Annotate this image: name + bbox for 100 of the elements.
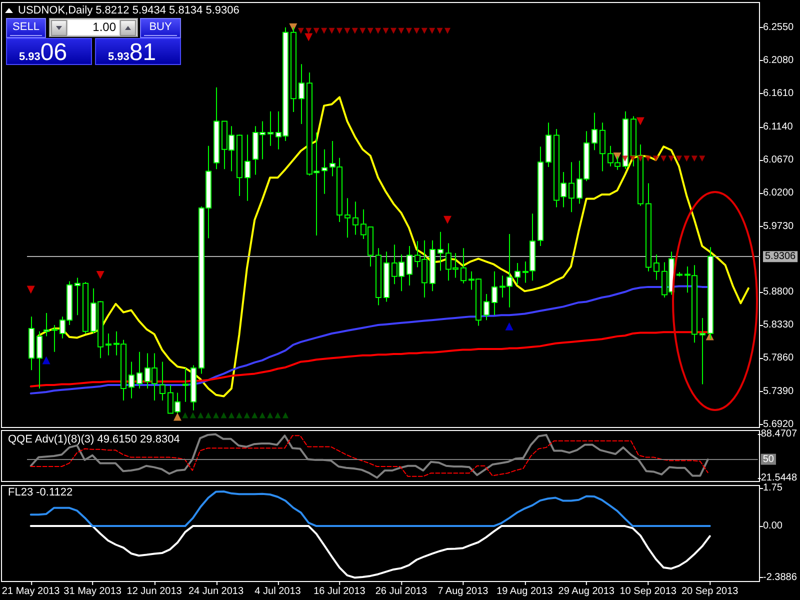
sell-price-button[interactable]: 5.9306 xyxy=(6,38,92,65)
y-tick-label: 0.00 xyxy=(763,520,783,532)
candlestick xyxy=(522,261,528,284)
point xyxy=(636,117,644,126)
point xyxy=(236,412,242,418)
candlestick xyxy=(268,110,274,146)
point xyxy=(26,286,35,294)
point xyxy=(336,28,342,34)
y-tick-label: 6.0200 xyxy=(763,188,794,199)
point xyxy=(676,156,682,162)
point xyxy=(205,412,212,418)
point xyxy=(421,28,428,34)
y-tick-label: 5.8330 xyxy=(763,320,794,331)
point xyxy=(382,28,389,34)
y-tick-label: 6.1140 xyxy=(763,121,794,132)
point xyxy=(360,28,366,34)
sell-button[interactable]: SELL xyxy=(6,18,46,38)
point xyxy=(190,412,196,418)
chart-title: FL23 -0.1122 xyxy=(8,486,73,498)
annotation: BUY xyxy=(149,21,172,33)
y-tick-label: 6.2080 xyxy=(763,55,794,66)
point xyxy=(228,412,234,418)
y-tick-label: 5.6920 xyxy=(763,418,794,430)
candlestick xyxy=(182,368,188,402)
point xyxy=(414,28,420,34)
buy-button[interactable]: BUY xyxy=(140,18,181,38)
x-tick-label: 20 Sep 2013 xyxy=(681,586,738,598)
point xyxy=(306,28,312,34)
point xyxy=(259,412,266,418)
point xyxy=(313,28,320,34)
candlestick xyxy=(344,198,350,238)
increase-button[interactable] xyxy=(120,20,136,36)
candlestick xyxy=(654,254,660,280)
point xyxy=(173,412,182,421)
candlestick xyxy=(74,277,80,316)
point xyxy=(645,156,652,162)
candlestick xyxy=(106,332,112,356)
point xyxy=(660,156,667,162)
point xyxy=(622,156,628,162)
ref-line-label: 50 xyxy=(762,454,774,465)
candlestick xyxy=(460,248,466,284)
point xyxy=(344,28,350,34)
candlestick xyxy=(160,361,166,401)
x-tick-label: 16 Jul 2013 xyxy=(314,586,366,598)
chart-title: USDNOK,Daily 5.8212 5.9434 5.8134 5.9306 xyxy=(18,4,240,16)
point xyxy=(684,156,690,162)
point xyxy=(321,28,328,34)
x-tick-label: 12 Jun 2013 xyxy=(126,586,182,598)
point xyxy=(328,28,335,34)
annotation: SELL xyxy=(12,21,40,33)
decrease-button[interactable] xyxy=(51,20,67,36)
candlestick xyxy=(568,162,574,213)
point xyxy=(436,28,443,34)
line-series xyxy=(38,96,750,398)
x-tick-label: 26 Jul 2013 xyxy=(375,586,428,598)
point xyxy=(96,270,104,279)
point xyxy=(375,28,382,34)
candlestick xyxy=(36,330,42,390)
point xyxy=(390,28,396,34)
x-tick-label: 4 Jul 2013 xyxy=(254,586,301,598)
point xyxy=(252,412,258,418)
line-series xyxy=(30,525,711,579)
candlestick xyxy=(700,317,706,385)
y-tick-label: 6.0670 xyxy=(763,154,794,166)
point xyxy=(282,412,288,418)
x-tick-label: 7 Aug 2013 xyxy=(438,586,488,598)
point xyxy=(304,33,313,42)
candlestick xyxy=(44,312,50,337)
buy-price-button[interactable]: 5.9381 xyxy=(95,38,181,65)
y-tick-label: 6.2550 xyxy=(763,22,794,33)
annotation: 5.9306 xyxy=(19,39,68,66)
point xyxy=(668,156,674,162)
point xyxy=(198,412,204,418)
point xyxy=(637,156,644,162)
x-tick-label: 29 Aug 2013 xyxy=(558,586,614,598)
y-tick-label: 5.8800 xyxy=(763,286,794,298)
point xyxy=(630,156,636,162)
point xyxy=(274,412,281,418)
lot-size-field[interactable]: 1.00 xyxy=(68,20,119,35)
candlestick xyxy=(600,122,606,172)
point xyxy=(267,412,274,418)
y-tick-label: -2.3886 xyxy=(763,572,798,584)
chart-title: QQE Adv(1)(8)(3) 49.6150 29.8304 xyxy=(8,434,180,446)
candlestick xyxy=(592,112,598,151)
lot-size-stepper[interactable]: 1.00 xyxy=(49,18,138,37)
point xyxy=(406,28,412,34)
point xyxy=(298,28,304,34)
candlestick xyxy=(244,134,250,202)
candlestick xyxy=(128,361,134,399)
y-tick-label: 5.7390 xyxy=(763,386,794,397)
y-tick-label: 5.7860 xyxy=(763,352,794,364)
candlestick xyxy=(514,262,520,285)
point xyxy=(398,28,404,34)
y-tick-label: 5.9730 xyxy=(763,220,794,232)
annotation: 1.00 xyxy=(92,20,116,34)
candlestick xyxy=(484,293,490,321)
candlestick xyxy=(438,231,444,272)
point xyxy=(352,28,358,34)
candlestick xyxy=(136,351,142,390)
x-tick-label: 31 May 2013 xyxy=(64,586,122,598)
